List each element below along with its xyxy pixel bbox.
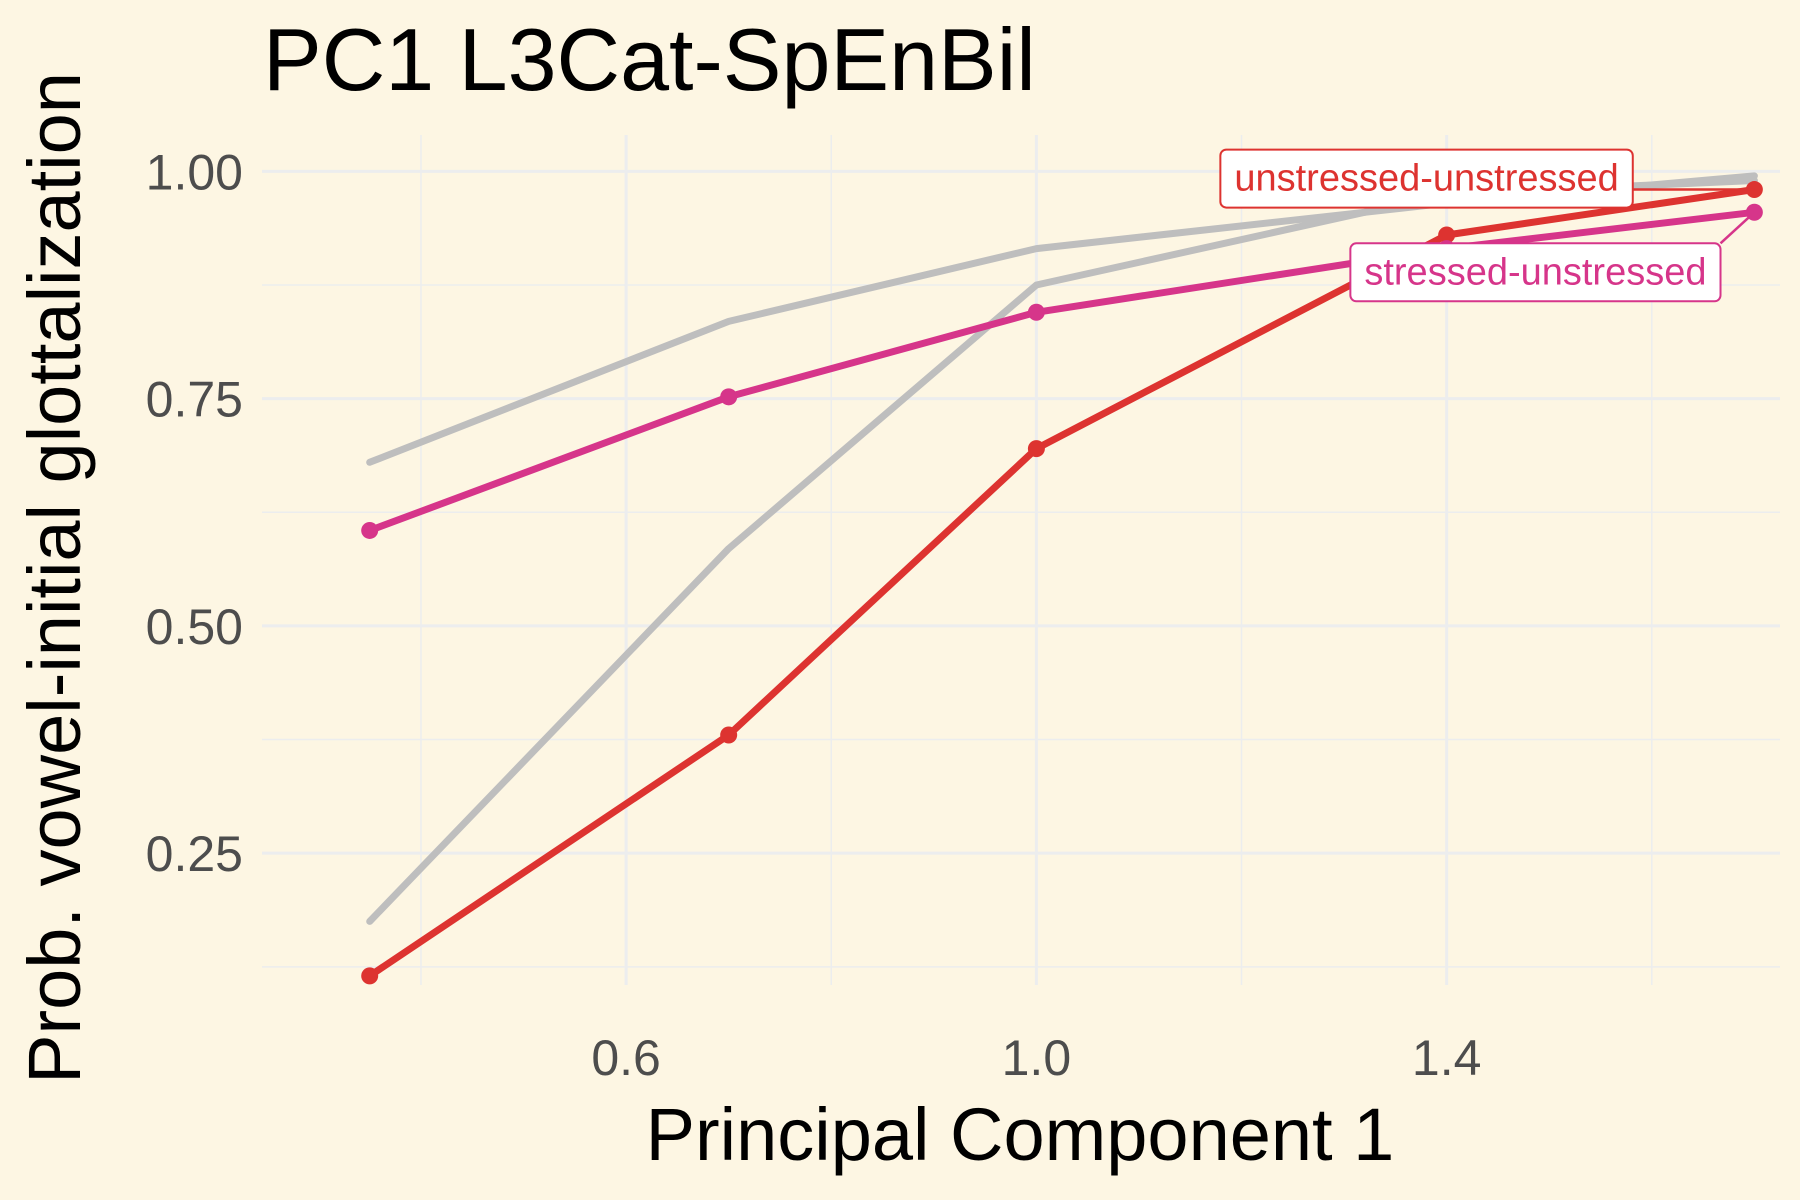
x-tick-label: 1.0 [1002, 1030, 1072, 1086]
x-axis-title: Principal Component 1 [646, 1093, 1395, 1176]
data-point-unstressed-unstressed [1027, 440, 1045, 458]
axis-layer: 0.6 1.0 1.4 0.25 0.50 0.75 1.00 [146, 144, 1482, 1086]
data-point-stressed-unstressed [1027, 303, 1045, 321]
y-tick-label: 0.75 [146, 372, 243, 428]
data-point-stressed-unstressed [720, 388, 738, 406]
series-label-unstressed-unstressed: unstressed-unstressed [1219, 148, 1755, 209]
y-tick-label: 0.50 [146, 599, 243, 655]
y-axis-title: Prob. vowel-initial glottalization [13, 72, 96, 1084]
grid-layer [262, 135, 1780, 985]
series-label-stressed-unstressed: stressed-unstressed [1349, 211, 1756, 303]
chart-title: PC1 L3Cat-SpEnBil [263, 10, 1036, 109]
x-tick-label: 1.4 [1412, 1030, 1482, 1086]
series-label-box [1349, 242, 1722, 303]
data-point-unstressed-unstressed [720, 726, 738, 744]
series-label-text: unstressed-unstressed [1234, 158, 1618, 200]
series-label-layer: unstressed-unstressed stressed-unstressed [1219, 148, 1756, 303]
y-tick-label: 0.25 [146, 826, 243, 882]
data-point-unstressed-unstressed [361, 967, 379, 985]
data-point-stressed-unstressed [361, 521, 379, 539]
series-label-box [1219, 148, 1634, 209]
data-point-unstressed-unstressed [1438, 226, 1456, 244]
series-label-leader [1719, 211, 1756, 245]
y-tick-label: 1.00 [146, 144, 243, 200]
series-label-text: stressed-unstressed [1364, 251, 1706, 293]
x-tick-label: 0.6 [591, 1030, 661, 1086]
